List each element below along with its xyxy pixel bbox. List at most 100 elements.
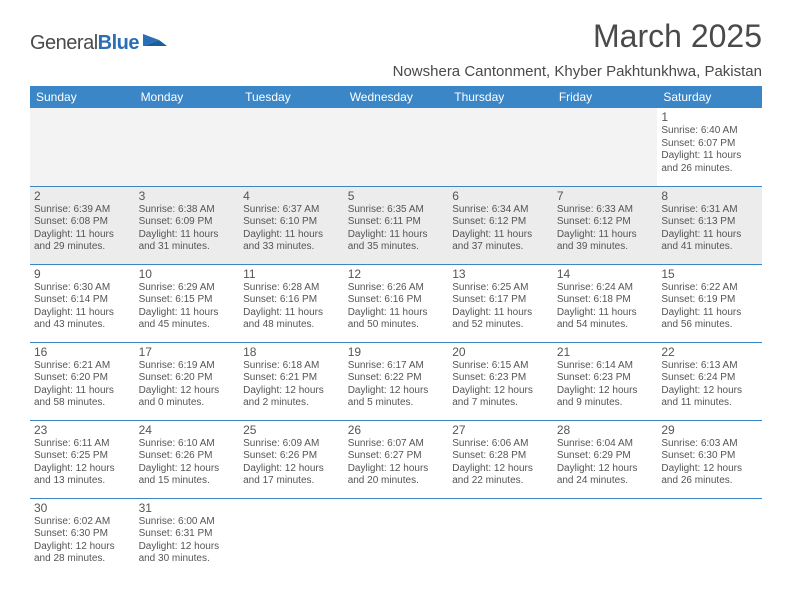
- header: GeneralBlue March 2025 Nowshera Cantonme…: [30, 18, 762, 80]
- cell-line: Sunrise: 6:02 AM: [34, 516, 131, 529]
- cell-line: and 58 minutes.: [34, 397, 131, 410]
- calendar-body: 1Sunrise: 6:40 AMSunset: 6:07 PMDaylight…: [30, 108, 762, 576]
- cell-line: Daylight: 12 hours: [139, 463, 236, 476]
- cell-line: and 37 minutes.: [452, 241, 549, 254]
- cell-line: Daylight: 11 hours: [348, 307, 445, 320]
- cell-line: and 22 minutes.: [452, 475, 549, 488]
- day-number: 14: [557, 267, 654, 281]
- cell-line: and 35 minutes.: [348, 241, 445, 254]
- cell-line: and 45 minutes.: [139, 319, 236, 332]
- month-title: March 2025: [393, 18, 762, 55]
- calendar-cell: 17Sunrise: 6:19 AMSunset: 6:20 PMDayligh…: [135, 342, 240, 420]
- calendar-cell: 14Sunrise: 6:24 AMSunset: 6:18 PMDayligh…: [553, 264, 658, 342]
- cell-line: Sunset: 6:15 PM: [139, 294, 236, 307]
- cell-line: Sunrise: 6:13 AM: [661, 360, 758, 373]
- cell-line: Daylight: 11 hours: [557, 307, 654, 320]
- calendar-cell: [448, 498, 553, 576]
- cell-line: Sunrise: 6:29 AM: [139, 282, 236, 295]
- cell-line: Daylight: 12 hours: [557, 385, 654, 398]
- calendar-cell: 25Sunrise: 6:09 AMSunset: 6:26 PMDayligh…: [239, 420, 344, 498]
- day-number: 20: [452, 345, 549, 359]
- cell-line: Daylight: 11 hours: [348, 229, 445, 242]
- cell-line: and 15 minutes.: [139, 475, 236, 488]
- cell-line: Sunrise: 6:26 AM: [348, 282, 445, 295]
- cell-line: Sunrise: 6:39 AM: [34, 204, 131, 217]
- calendar-row: 2Sunrise: 6:39 AMSunset: 6:08 PMDaylight…: [30, 186, 762, 264]
- cell-line: and 43 minutes.: [34, 319, 131, 332]
- cell-line: Daylight: 11 hours: [34, 307, 131, 320]
- calendar-cell: 20Sunrise: 6:15 AMSunset: 6:23 PMDayligh…: [448, 342, 553, 420]
- cell-line: and 30 minutes.: [139, 553, 236, 566]
- cell-line: and 52 minutes.: [452, 319, 549, 332]
- cell-line: Sunrise: 6:24 AM: [557, 282, 654, 295]
- calendar-cell: 13Sunrise: 6:25 AMSunset: 6:17 PMDayligh…: [448, 264, 553, 342]
- logo-text-2: Blue: [98, 32, 139, 55]
- cell-line: and 7 minutes.: [452, 397, 549, 410]
- cell-line: Sunrise: 6:00 AM: [139, 516, 236, 529]
- cell-line: Sunrise: 6:11 AM: [34, 438, 131, 451]
- calendar-row: 16Sunrise: 6:21 AMSunset: 6:20 PMDayligh…: [30, 342, 762, 420]
- header-thursday: Thursday: [448, 86, 553, 108]
- cell-line: Sunrise: 6:35 AM: [348, 204, 445, 217]
- calendar-cell: 9Sunrise: 6:30 AMSunset: 6:14 PMDaylight…: [30, 264, 135, 342]
- calendar-cell: [239, 108, 344, 186]
- cell-line: and 56 minutes.: [661, 319, 758, 332]
- day-number: 2: [34, 189, 131, 203]
- cell-line: Sunset: 6:28 PM: [452, 450, 549, 463]
- day-number: 26: [348, 423, 445, 437]
- cell-line: Sunset: 6:12 PM: [557, 216, 654, 229]
- calendar-cell: 3Sunrise: 6:38 AMSunset: 6:09 PMDaylight…: [135, 186, 240, 264]
- cell-line: Daylight: 11 hours: [34, 385, 131, 398]
- calendar-cell: [135, 108, 240, 186]
- cell-line: and 0 minutes.: [139, 397, 236, 410]
- header-monday: Monday: [135, 86, 240, 108]
- calendar-cell: 31Sunrise: 6:00 AMSunset: 6:31 PMDayligh…: [135, 498, 240, 576]
- day-number: 7: [557, 189, 654, 203]
- cell-line: Sunset: 6:14 PM: [34, 294, 131, 307]
- cell-line: Sunset: 6:16 PM: [348, 294, 445, 307]
- cell-line: Daylight: 11 hours: [139, 229, 236, 242]
- title-block: March 2025 Nowshera Cantonment, Khyber P…: [393, 18, 762, 80]
- cell-line: and 50 minutes.: [348, 319, 445, 332]
- day-number: 17: [139, 345, 236, 359]
- cell-line: Daylight: 12 hours: [452, 463, 549, 476]
- calendar-table: Sunday Monday Tuesday Wednesday Thursday…: [30, 86, 762, 576]
- cell-line: Daylight: 12 hours: [348, 385, 445, 398]
- day-number: 5: [348, 189, 445, 203]
- cell-line: Sunset: 6:31 PM: [139, 528, 236, 541]
- calendar-cell: 1Sunrise: 6:40 AMSunset: 6:07 PMDaylight…: [657, 108, 762, 186]
- day-number: 16: [34, 345, 131, 359]
- cell-line: Sunrise: 6:04 AM: [557, 438, 654, 451]
- cell-line: Daylight: 11 hours: [139, 307, 236, 320]
- calendar-cell: [239, 498, 344, 576]
- cell-line: and 33 minutes.: [243, 241, 340, 254]
- day-number: 11: [243, 267, 340, 281]
- cell-line: Daylight: 12 hours: [452, 385, 549, 398]
- day-number: 6: [452, 189, 549, 203]
- cell-line: Sunrise: 6:40 AM: [661, 125, 758, 138]
- calendar-cell: 4Sunrise: 6:37 AMSunset: 6:10 PMDaylight…: [239, 186, 344, 264]
- calendar-cell: 6Sunrise: 6:34 AMSunset: 6:12 PMDaylight…: [448, 186, 553, 264]
- cell-line: Sunset: 6:21 PM: [243, 372, 340, 385]
- cell-line: and 9 minutes.: [557, 397, 654, 410]
- cell-line: Sunset: 6:26 PM: [243, 450, 340, 463]
- day-number: 19: [348, 345, 445, 359]
- cell-line: Sunset: 6:17 PM: [452, 294, 549, 307]
- cell-line: Sunrise: 6:19 AM: [139, 360, 236, 373]
- cell-line: and 28 minutes.: [34, 553, 131, 566]
- cell-line: Sunset: 6:13 PM: [661, 216, 758, 229]
- day-header-row: Sunday Monday Tuesday Wednesday Thursday…: [30, 86, 762, 108]
- cell-line: Sunset: 6:26 PM: [139, 450, 236, 463]
- cell-line: Sunset: 6:27 PM: [348, 450, 445, 463]
- cell-line: Sunset: 6:10 PM: [243, 216, 340, 229]
- header-wednesday: Wednesday: [344, 86, 449, 108]
- day-number: 13: [452, 267, 549, 281]
- cell-line: and 2 minutes.: [243, 397, 340, 410]
- cell-line: Sunrise: 6:17 AM: [348, 360, 445, 373]
- cell-line: Sunset: 6:30 PM: [34, 528, 131, 541]
- calendar-cell: [344, 498, 449, 576]
- calendar-cell: 22Sunrise: 6:13 AMSunset: 6:24 PMDayligh…: [657, 342, 762, 420]
- day-number: 9: [34, 267, 131, 281]
- location: Nowshera Cantonment, Khyber Pakhtunkhwa,…: [393, 63, 762, 80]
- cell-line: and 54 minutes.: [557, 319, 654, 332]
